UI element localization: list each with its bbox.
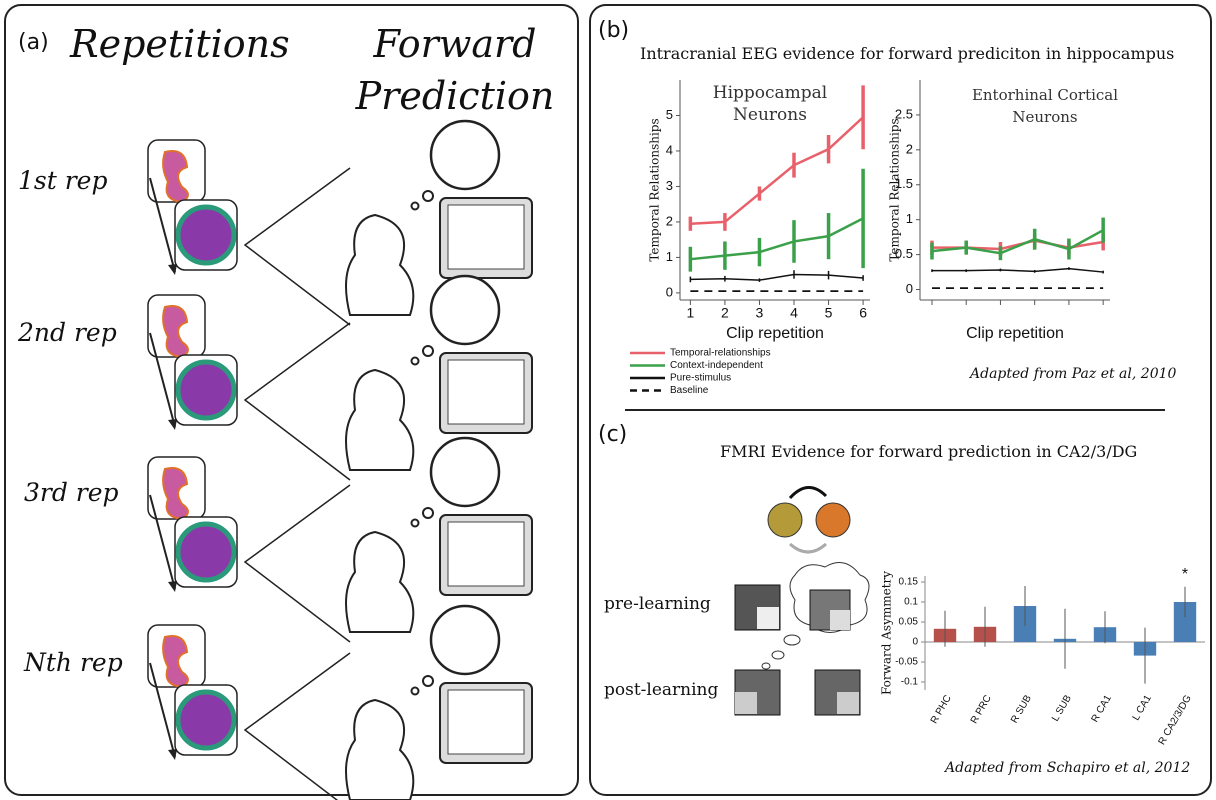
fractal bbox=[178, 524, 234, 580]
y-tick-label: -0.05 bbox=[895, 657, 918, 668]
x-tick-label: 5 bbox=[825, 305, 833, 321]
x-tick-label: L CA1 bbox=[1131, 693, 1154, 723]
legend-label: Baseline bbox=[670, 385, 709, 396]
thought-dot bbox=[412, 358, 419, 365]
person bbox=[346, 532, 413, 632]
x-tick-label: 1 bbox=[686, 305, 694, 321]
y-tick-label: 0 bbox=[912, 637, 918, 648]
y-tick-label: 4 bbox=[666, 142, 673, 157]
thought-dot bbox=[423, 191, 433, 201]
arrow-head bbox=[168, 581, 177, 592]
condition-label: post-learning bbox=[604, 680, 718, 700]
person bbox=[346, 700, 413, 800]
x-tick-label: L SUB bbox=[1050, 693, 1074, 723]
legend-label: Temporal-relationships bbox=[670, 348, 771, 359]
x-tick-label: R CA2/3/DG bbox=[1157, 693, 1194, 747]
credit: Adapted from Schapiro et al, 2012 bbox=[945, 760, 1190, 776]
fractal bbox=[178, 692, 234, 748]
legend-label: Pure-stimulus bbox=[670, 373, 731, 384]
fractal bbox=[178, 362, 234, 418]
thought-dot bbox=[423, 508, 433, 518]
y-tick-label: 0 bbox=[666, 284, 673, 299]
thought-bubble bbox=[431, 606, 499, 674]
y-axis-label: Temporal Relationships bbox=[648, 118, 662, 261]
thought-bubble bbox=[431, 438, 499, 506]
condition-label: pre-learning bbox=[604, 594, 711, 614]
heading: Repetitions bbox=[70, 22, 290, 66]
y-tick-label: 1 bbox=[906, 211, 913, 226]
y-tick-label: 1 bbox=[666, 249, 673, 264]
x-tick-label: R PRC bbox=[969, 693, 994, 725]
connector bbox=[245, 485, 350, 642]
illustrations bbox=[148, 121, 532, 800]
series-line bbox=[690, 117, 863, 223]
annotation: * bbox=[1182, 566, 1188, 583]
fractal bbox=[178, 207, 234, 263]
y-tick-label: 5 bbox=[666, 107, 673, 122]
arrow-head bbox=[168, 749, 177, 760]
figure: 012345123456Clip repetitionTemporal Rela… bbox=[0, 0, 1216, 800]
chart-title: Entorhinal Cortical Neurons bbox=[960, 84, 1130, 128]
x-axis-label: Clip repetition bbox=[966, 325, 1064, 342]
connector bbox=[245, 653, 350, 800]
screen bbox=[448, 690, 524, 754]
series-line bbox=[932, 269, 1103, 272]
y-axis-label: Forward Asymmetry bbox=[880, 571, 894, 695]
panel-title: Intracranial EEG evidence for forward pr… bbox=[640, 44, 1174, 63]
x-tick-label: R CA1 bbox=[1090, 693, 1114, 724]
screen bbox=[448, 205, 524, 269]
y-tick-label: 0.15 bbox=[899, 577, 919, 588]
series-line bbox=[932, 230, 1103, 253]
credit: Adapted from Paz et al, 2010 bbox=[970, 366, 1176, 382]
heading: Forward Prediction bbox=[355, 18, 555, 122]
panel-label: (b) bbox=[598, 18, 629, 43]
thought-bubble bbox=[431, 276, 499, 344]
chart-title: Hippocampal Neurons bbox=[710, 82, 830, 126]
x-tick-label: 2 bbox=[721, 305, 729, 321]
y-tick-label: -0.1 bbox=[901, 677, 919, 688]
rep-label: Nth rep bbox=[24, 648, 123, 677]
x-tick-label: 3 bbox=[756, 305, 764, 321]
x-tick-label: R PHC bbox=[929, 693, 954, 725]
thought-dot bbox=[412, 203, 419, 210]
rep-label: 3rd rep bbox=[24, 478, 119, 507]
rep-label: 1st rep bbox=[18, 166, 107, 195]
panel-label: (c) bbox=[598, 422, 627, 447]
y-tick-label: 0.1 bbox=[904, 597, 918, 608]
thought-bubble bbox=[431, 121, 499, 189]
screen bbox=[448, 360, 524, 424]
y-tick-label: 0.05 bbox=[899, 617, 919, 628]
arrow-head bbox=[168, 264, 177, 275]
connector bbox=[245, 168, 350, 325]
y-tick-label: 0 bbox=[906, 281, 913, 296]
arrow-head bbox=[168, 419, 177, 430]
x-tick-label: R SUB bbox=[1009, 693, 1034, 725]
y-tick-label: 2 bbox=[666, 213, 673, 228]
thought-dot bbox=[423, 346, 433, 356]
y-tick-label: 3 bbox=[666, 178, 673, 193]
y-axis-label: Temporal Relationships bbox=[888, 118, 902, 261]
panel-title: FMRI Evidence for forward prediction in … bbox=[720, 442, 1137, 461]
x-axis-label: Clip repetition bbox=[726, 325, 824, 342]
thought-dot bbox=[412, 688, 419, 695]
series-line bbox=[690, 274, 863, 280]
panel-label: (a) bbox=[18, 30, 49, 55]
rep-label: 2nd rep bbox=[18, 318, 117, 347]
person bbox=[346, 370, 413, 470]
connector bbox=[245, 323, 350, 480]
x-tick-label: 6 bbox=[859, 305, 867, 321]
screen bbox=[448, 522, 524, 586]
cube-diagram bbox=[735, 487, 869, 715]
y-tick-label: 2 bbox=[906, 141, 913, 156]
thought-dot bbox=[412, 520, 419, 527]
person bbox=[346, 215, 413, 315]
series-line bbox=[690, 218, 863, 259]
legend-label: Context-independent bbox=[670, 360, 763, 371]
x-tick-label: 4 bbox=[790, 305, 798, 321]
thought-dot bbox=[423, 676, 433, 686]
